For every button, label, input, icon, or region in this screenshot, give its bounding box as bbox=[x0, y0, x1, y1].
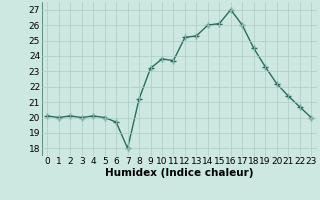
X-axis label: Humidex (Indice chaleur): Humidex (Indice chaleur) bbox=[105, 168, 253, 178]
